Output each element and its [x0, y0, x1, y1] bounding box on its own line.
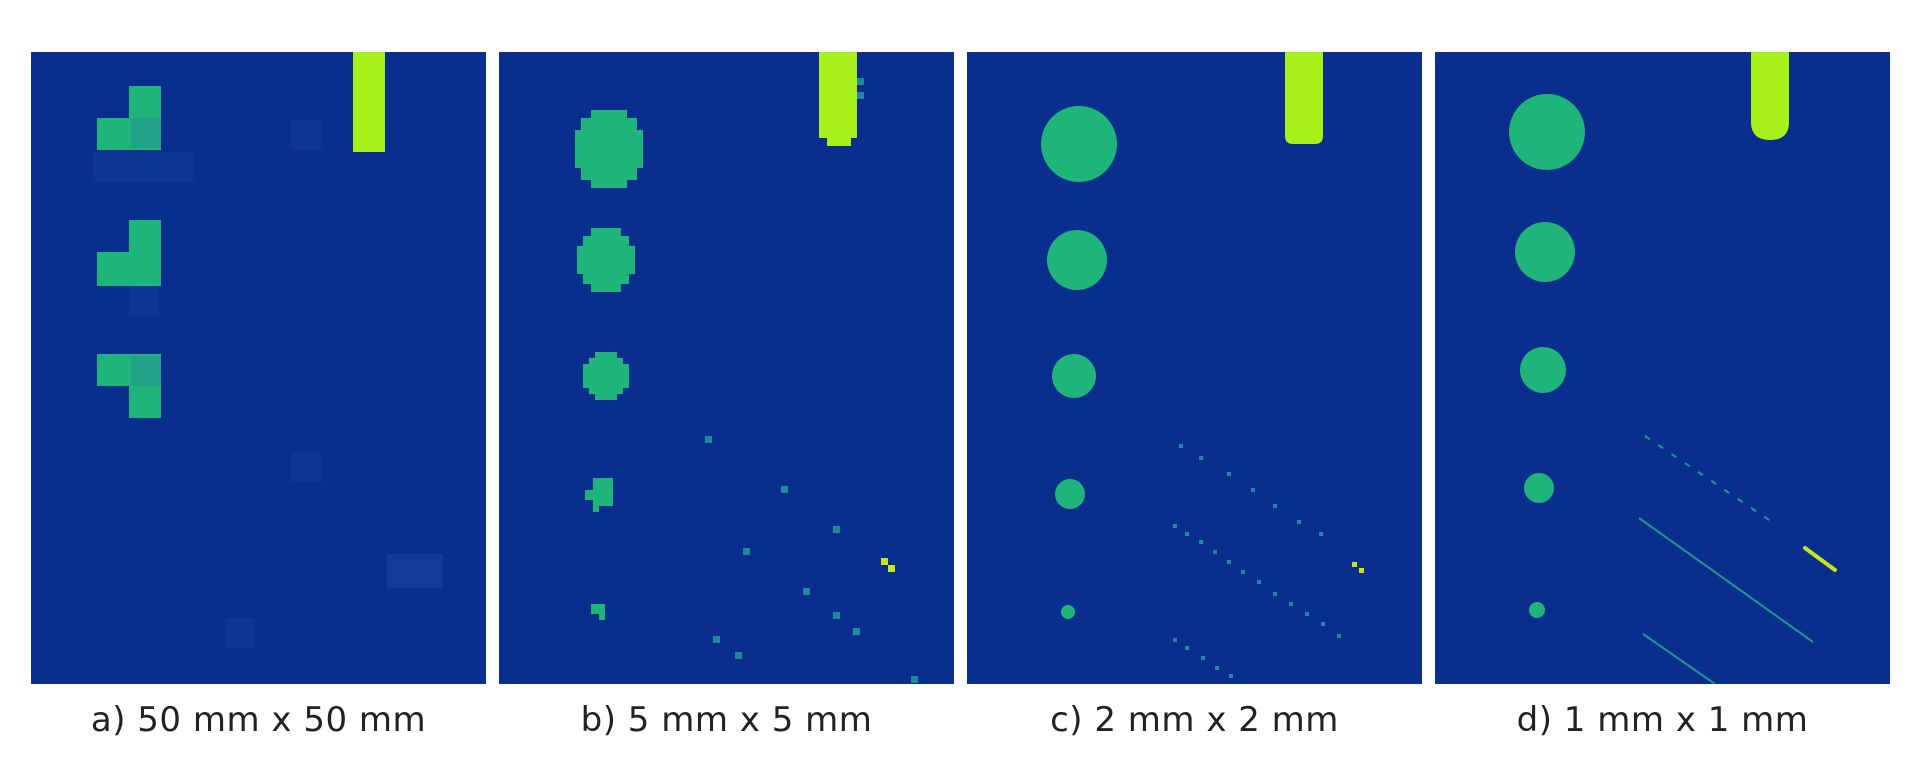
probe-bar — [819, 52, 857, 146]
defect-trail-1 — [1179, 444, 1323, 536]
feature-circle-3 — [1052, 354, 1096, 398]
feature-circle-1 — [1041, 106, 1117, 182]
feature-blob-1 — [97, 86, 161, 150]
probe-bar — [1751, 52, 1789, 140]
feature-circle-5 — [591, 604, 605, 620]
feature-blob-2 — [97, 220, 161, 286]
feature-circle-4 — [1055, 479, 1085, 509]
feature-circle-5 — [1061, 605, 1075, 619]
feature-blob-3 — [97, 354, 161, 418]
panel-b-image — [499, 52, 954, 684]
feature-circle-3 — [583, 352, 629, 400]
feature-circle-2 — [577, 228, 635, 292]
probe-bar — [1285, 52, 1323, 144]
feature-circle-4 — [1524, 473, 1554, 503]
panel-a-image — [31, 52, 486, 684]
panel-a-scan — [93, 52, 443, 648]
feature-circle-2 — [1515, 222, 1575, 282]
defect-spot — [1352, 562, 1357, 567]
panel-b-scan — [575, 52, 918, 683]
panel-a-caption: a) 50 mm x 50 mm — [90, 700, 427, 740]
panel-d-image — [1435, 52, 1890, 684]
panel-c-scan — [1041, 52, 1364, 678]
feature-circle-1 — [1509, 94, 1585, 170]
panel-d-caption: d) 1 mm x 1 mm — [1516, 700, 1809, 740]
panel-c-image — [967, 52, 1422, 684]
defect-streaks — [1638, 435, 1814, 684]
panel-b-caption: b) 5 mm x 5 mm — [580, 700, 873, 740]
panel-d-scan — [1509, 52, 1837, 684]
noise-pixels — [705, 78, 918, 683]
feature-circle-4 — [585, 478, 613, 512]
defect-spot — [881, 558, 888, 565]
feature-circle-2 — [1047, 230, 1107, 290]
defect-trail-2 — [1173, 524, 1341, 638]
panel-c-caption: c) 2 mm x 2 mm — [1050, 700, 1339, 740]
feature-circle-1 — [575, 110, 643, 188]
probe-bar — [353, 52, 385, 152]
defect-spot — [1803, 546, 1837, 572]
defect-trail-3 — [1173, 638, 1233, 678]
feature-circle-5 — [1529, 602, 1545, 618]
feature-circle-3 — [1520, 347, 1566, 393]
